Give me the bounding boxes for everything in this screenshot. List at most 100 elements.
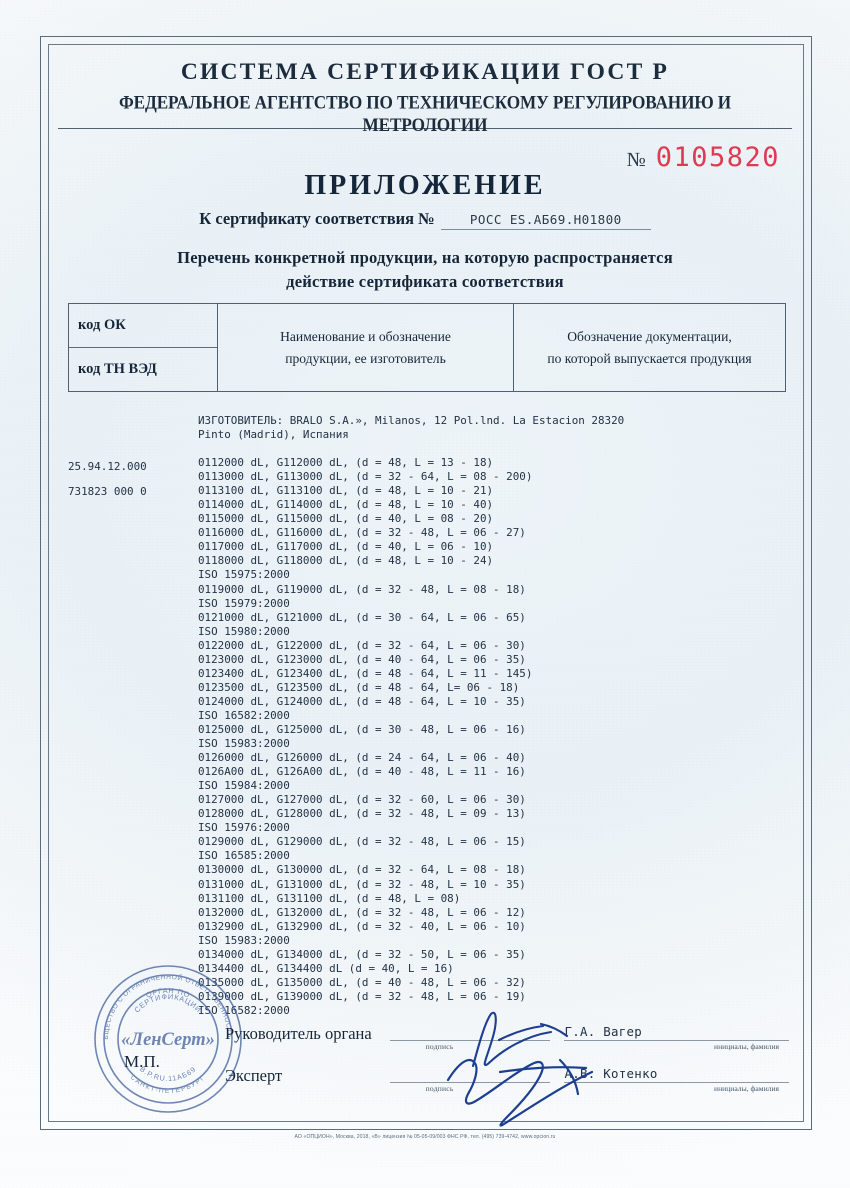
page-subtitle: Перечень конкретной продукции, на котору… (0, 246, 850, 293)
manufacturer-line-1: ИЗГОТОВИТЕЛЬ: BRALO S.A.», Milanos, 12 P… (198, 414, 625, 427)
table-header-name-line-1: Наименование и обозначение (280, 328, 451, 344)
table-column-product-name: Наименование и обозначение продукции, ее… (218, 304, 514, 391)
product-row: 0123500 dL, G123500 dL, (d = 48 - 64, L=… (198, 680, 520, 694)
role-expert-label: Эксперт (225, 1066, 283, 1085)
product-row: 0130000 dL, G130000 dL, (d = 32 - 64, L … (198, 863, 526, 877)
table-header-doc-line-1: Обозначение документации, (567, 328, 732, 344)
document-outer-border (40, 36, 812, 1130)
signature-row-head: Руководитель органа подпись Г.А. Вагер и… (225, 1020, 790, 1062)
certification-body-stamp: ОБЩЕСТВО С ОГРАНИЧЕННОЙ ОТВЕТСТВЕННОСТЬЮ… (92, 963, 244, 1115)
document-inner-border (48, 44, 804, 1122)
product-row: ISO 16585:2000 (198, 849, 290, 863)
header-system-title: СИСТЕМА СЕРТИФИКАЦИИ ГОСТ Р (180, 59, 670, 85)
product-row: ISO 15976:2000 (198, 821, 290, 835)
number-symbol: № (626, 149, 646, 171)
signature-caption-head: подпись (425, 1042, 454, 1051)
product-row: ISO 15983:2000 (198, 933, 290, 947)
initials-caption-expert: инициалы, фамилия (714, 1084, 779, 1093)
product-row: ISO 16582:2000 (198, 708, 290, 722)
product-row: 0132000 dL, G132000 dL, (d = 32 - 48, L … (198, 905, 526, 919)
product-row: 0139000 dL, G139000 dL, (d = 32 - 48, L … (198, 989, 526, 1003)
blank-form-number: 0105820 (655, 142, 780, 173)
product-row: 0131000 dL, G131000 dL, (d = 32 - 48, L … (198, 877, 526, 891)
product-row: 0135000 dL, G135000 dL, (d = 40 - 48, L … (198, 975, 526, 989)
product-row: ISO 15975:2000 (198, 568, 290, 582)
name-field-head: Г.А. Вагер инициалы, фамилия (564, 1020, 790, 1051)
table-header-code-ok: код ОК (69, 304, 217, 348)
signature-row-expert: Эксперт подпись А.В. Котенко инициалы, ф… (225, 1062, 790, 1104)
name-expert-value: А.В. Котенко (564, 1066, 658, 1081)
product-row: 0113100 dL, G113100 dL, (d = 48, L = 10 … (198, 484, 494, 498)
code-tnved-value: 731823 000 0 (68, 485, 147, 499)
product-row: 0123400 dL, G123400 dL, (d = 48 - 64, L … (198, 666, 533, 680)
certificate-number-row: № 0105820 (627, 142, 780, 173)
svg-text:ОРГАН ПО: ОРГАН ПО (144, 986, 191, 1000)
product-row: 0115000 dL, G115000 dL, (d = 40, L = 08 … (198, 512, 494, 526)
product-row: ISO 15984:2000 (198, 779, 290, 793)
product-codes: 25.94.12.000 731823 000 0 (68, 460, 147, 499)
table-column-codes: код ОК код ТН ВЭД (69, 304, 218, 391)
product-row: 0113000 dL, G113000 dL, (d = 32 - 64, L … (198, 470, 533, 484)
product-row: ISO 16582:2000 (198, 1003, 290, 1017)
product-row: 0124000 dL, G124000 dL, (d = 48 - 64, L … (198, 694, 526, 708)
stamp-place-label: М.П. (124, 1052, 160, 1071)
product-row: 0132900 dL, G132900 dL, (d = 32 - 40, L … (198, 919, 526, 933)
svg-text:ОБЩЕСТВО С ОГРАНИЧЕННОЙ ОТВЕТС: ОБЩЕСТВО С ОГРАНИЧЕННОЙ ОТВЕТСТВЕННОСТЬЮ (92, 963, 233, 1040)
name-rule-expert (564, 1082, 790, 1083)
product-row: ISO 15983:2000 (198, 737, 290, 751)
product-row: 0118000 dL, G118000 dL, (d = 48, L = 10 … (198, 554, 494, 568)
svg-text:«ЛенСерт»: «ЛенСерт» (121, 1030, 215, 1050)
subtitle-line-1: Перечень конкретной продукции, на котору… (177, 248, 673, 267)
role-head-label: Руководитель органа (225, 1024, 372, 1043)
product-row: 0116000 dL, G116000 dL, (d = 32 - 48, L … (198, 526, 526, 540)
table-header-name-line-2: продукции, ее изготовитель (285, 350, 446, 366)
subtitle-line-2: действие сертификата соответствия (286, 271, 564, 291)
certificate-reference-value: РОСС ES.АБ69.Н01800 (469, 212, 622, 227)
signature-caption-expert: подпись (425, 1084, 454, 1093)
certificate-reference: К сертификату соответствия № РОСС ES.АБ6… (0, 209, 850, 230)
product-row: 0117000 dL, G117000 dL, (d = 40, L = 06 … (198, 540, 494, 554)
product-row: 0128000 dL, G128000 dL, (d = 32 - 48, L … (198, 807, 526, 821)
signature-field-expert: подпись (389, 1062, 550, 1093)
product-row: 0134000 dL, G134000 dL, (d = 32 - 50, L … (198, 947, 526, 961)
name-head-value: Г.А. Вагер (564, 1024, 643, 1039)
header-agency-title: ФЕДЕРАЛЬНОЕ АГЕНТСТВО ПО ТЕХНИЧЕСКОМУ РЕ… (118, 91, 732, 136)
table-header-doc-line-2: по которой выпускается продукция (547, 350, 752, 366)
product-row: 0131100 dL, G131100 dL, (d = 48, L = 08) (198, 891, 461, 905)
product-row: 0127000 dL, G127000 dL, (d = 32 - 60, L … (198, 793, 526, 807)
footer-fine-print: АО «ОПЦИОН», Москва, 2018, «В» лицензия … (294, 1134, 556, 1140)
signature-rule (389, 1040, 550, 1041)
product-row: 0119000 dL, G119000 dL, (d = 32 - 48, L … (198, 582, 526, 596)
table-header-code-tnved: код ТН ВЭД (78, 361, 157, 377)
product-row: 0122000 dL, G122000 dL, (d = 32 - 64, L … (198, 638, 526, 652)
certificate-reference-label: К сертификату соответствия № (199, 209, 435, 228)
signature-block: Руководитель органа подпись Г.А. Вагер и… (225, 1020, 790, 1104)
product-listing: ИЗГОТОВИТЕЛЬ: BRALO S.A.», Milanos, 12 P… (68, 414, 784, 1018)
product-row: 0134400 dL, G134400 dL (d = 40, L = 16) (198, 961, 454, 975)
table-column-documentation: Обозначение документации, по которой вып… (514, 304, 785, 391)
product-table-header: код ОК код ТН ВЭД Наименование и обознач… (68, 303, 786, 392)
product-row: 0114000 dL, G114000 dL, (d = 48, L = 10 … (198, 498, 494, 512)
signature-field-head: подпись (389, 1020, 550, 1051)
page-title: ПРИЛОЖЕНИЕ (304, 170, 546, 201)
product-row: 0125000 dL, G125000 dL, (d = 30 - 48, L … (198, 722, 526, 736)
document-header: СИСТЕМА СЕРТИФИКАЦИИ ГОСТ Р ФЕДЕРАЛЬНОЕ … (58, 50, 792, 135)
product-row: 0121000 dL, G121000 dL, (d = 30 - 64, L … (198, 610, 526, 624)
initials-caption-head: инициалы, фамилия (714, 1042, 779, 1051)
name-rule-head (564, 1040, 790, 1041)
signature-rule (389, 1082, 550, 1083)
product-row: 0112000 dL, G112000 dL, (d = 48, L = 13 … (198, 456, 494, 470)
code-ok-value: 25.94.12.000 (68, 460, 147, 473)
certificate-reference-field: РОСС ES.АБ69.Н01800 (440, 212, 651, 230)
product-row: 0129000 dL, G129000 dL, (d = 32 - 48, L … (198, 835, 526, 849)
product-row: 0126A00 dL, G126A00 dL, (d = 40 - 48, L … (198, 765, 526, 779)
product-row: 0123000 dL, G123000 dL, (d = 40 - 64, L … (198, 652, 526, 666)
product-rows: 0112000 dL, G112000 dL, (d = 48, L = 13 … (198, 456, 784, 1018)
manufacturer-line-2: Pinto (Madrid), Испания (198, 428, 349, 442)
product-row: ISO 15979:2000 (198, 596, 290, 610)
product-row: 0126000 dL, G126000 dL, (d = 24 - 64, L … (198, 751, 526, 765)
product-row: ISO 15980:2000 (198, 624, 290, 638)
name-field-expert: А.В. Котенко инициалы, фамилия (564, 1062, 790, 1093)
